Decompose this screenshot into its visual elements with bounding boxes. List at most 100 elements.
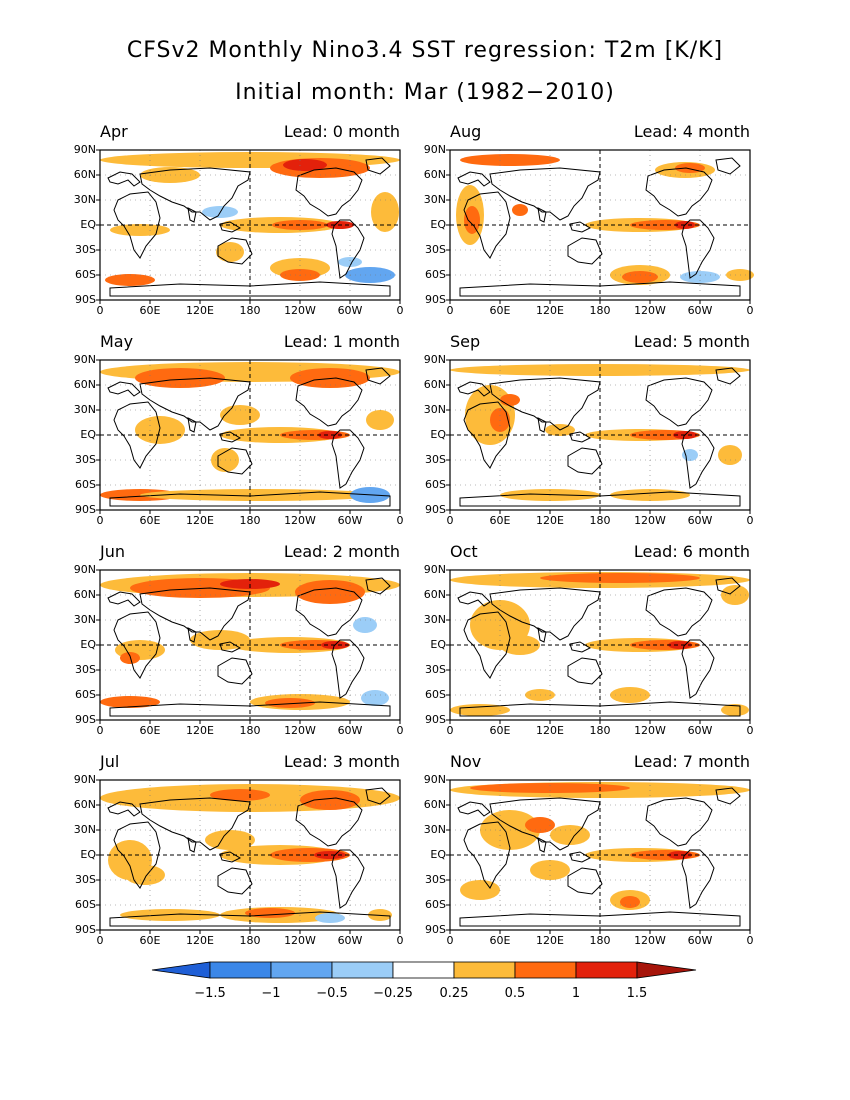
coastline: [537, 417, 547, 433]
lat-label: 60S: [425, 688, 446, 701]
panel-lead-label: Lead: 0 month: [283, 122, 400, 141]
coastline: [331, 849, 365, 909]
coastline: [113, 821, 161, 889]
coastline: [457, 801, 491, 817]
anomaly-blob: [110, 224, 170, 236]
coastline: [107, 171, 141, 187]
lon-label: 60E: [139, 724, 161, 737]
coastline: [139, 797, 251, 851]
coastline: [463, 611, 511, 679]
lat-label: 30N: [423, 403, 446, 416]
anomaly-blob: [718, 445, 742, 465]
lat-label: 30S: [425, 663, 446, 676]
lat-label: 30S: [75, 243, 96, 256]
lat-label: 30N: [73, 403, 96, 416]
lat-label: 90S: [75, 293, 96, 306]
lon-label: 0: [396, 304, 404, 317]
coastline: [463, 821, 511, 889]
coastline: [681, 849, 715, 909]
map-panel-may: May Lead: 1 month 90N 60N 30N EQ 30S 60S 90S 0 60E…: [74, 332, 404, 527]
lat-label: 30N: [423, 823, 446, 836]
panel-month-label: Nov: [450, 752, 482, 771]
panel-lead-label: Lead: 4 month: [633, 122, 750, 141]
coastline: [217, 657, 253, 685]
panel-month-label: Aug: [450, 122, 482, 141]
coastline: [219, 641, 242, 653]
lon-label: 120E: [186, 514, 214, 527]
anomaly-blob: [105, 274, 155, 286]
lon-label: 0: [746, 934, 754, 947]
lat-label: 30S: [75, 873, 96, 886]
anomaly-blob: [361, 690, 389, 706]
coastline: [457, 591, 491, 607]
lat-label: 60S: [425, 478, 446, 491]
lat-label: EQ: [80, 218, 96, 231]
anomaly-blob: [135, 368, 225, 388]
anomaly-blob: [265, 698, 315, 708]
panel-map: [96, 149, 401, 304]
anomaly-blob: [245, 908, 295, 918]
coastline: [715, 577, 741, 595]
lat-label: EQ: [80, 428, 96, 441]
lon-label: 120W: [634, 514, 666, 527]
coastline: [331, 429, 365, 489]
colorbar-segment: [209, 961, 272, 979]
lat-label: EQ: [430, 848, 446, 861]
colorbar-segment: [514, 961, 577, 979]
coastline: [567, 447, 603, 475]
coastline: [715, 787, 741, 805]
coastline: [715, 157, 741, 175]
figure-title: CFSv2 Monthly Nino3.4 SST regression: T2…: [126, 38, 724, 63]
anomaly-blob: [283, 159, 327, 171]
lon-label: 120W: [284, 724, 316, 737]
colorbar-arrow-low: [151, 961, 211, 979]
anomaly-blob: [366, 410, 394, 430]
coastline: [645, 377, 713, 427]
coastline: [331, 219, 365, 279]
lon-label: 120W: [284, 514, 316, 527]
lon-label: 60E: [139, 304, 161, 317]
anomaly-blob: [290, 368, 370, 388]
anomaly-blob: [460, 880, 500, 900]
anomaly-blob: [205, 830, 255, 850]
lat-label: 90S: [425, 293, 446, 306]
panel-month-label: Sep: [450, 332, 481, 351]
colorbar-arrow-high: [636, 961, 697, 979]
coastline: [645, 587, 713, 637]
panel-lead-label: Lead: 3 month: [283, 752, 400, 771]
coastline: [489, 377, 601, 431]
lat-label: 90S: [425, 713, 446, 726]
anomaly-blob: [620, 896, 640, 908]
colorbar-segment: [453, 961, 516, 979]
coastline: [109, 281, 391, 297]
lat-label: 90S: [75, 713, 96, 726]
coastline: [187, 837, 197, 853]
anomaly-blob: [540, 573, 700, 583]
lat-label: EQ: [430, 638, 446, 651]
lon-label: 120W: [634, 934, 666, 947]
lon-label: 0: [96, 514, 104, 527]
coastline: [681, 429, 715, 489]
colorbar-level-label: 1: [571, 986, 581, 1001]
coastline: [365, 577, 391, 595]
lat-label: 60N: [73, 378, 96, 391]
lon-label: 0: [446, 514, 454, 527]
panel-lead-label: Lead: 5 month: [633, 332, 750, 351]
anomaly-blob: [315, 913, 345, 923]
lat-label: EQ: [80, 638, 96, 651]
lon-label: 60E: [139, 934, 161, 947]
lat-label: 60S: [75, 898, 96, 911]
colorbar-level-label: 0.5: [504, 986, 526, 1001]
coastline: [489, 797, 601, 851]
lon-label: 0: [746, 724, 754, 737]
coastline: [645, 167, 713, 217]
anomaly-blob: [318, 431, 342, 439]
lat-label: 60S: [75, 688, 96, 701]
map-panel-sep: Sep Lead: 5 month 90N 60N 30N EQ 30S 60S 90S 0 60E…: [424, 332, 754, 527]
lon-label: 60W: [687, 514, 713, 527]
coastline: [139, 377, 251, 431]
lat-label: 30N: [73, 193, 96, 206]
anomaly-blob: [216, 242, 244, 262]
lat-label: 60S: [425, 898, 446, 911]
lat-label: 90N: [73, 773, 96, 786]
